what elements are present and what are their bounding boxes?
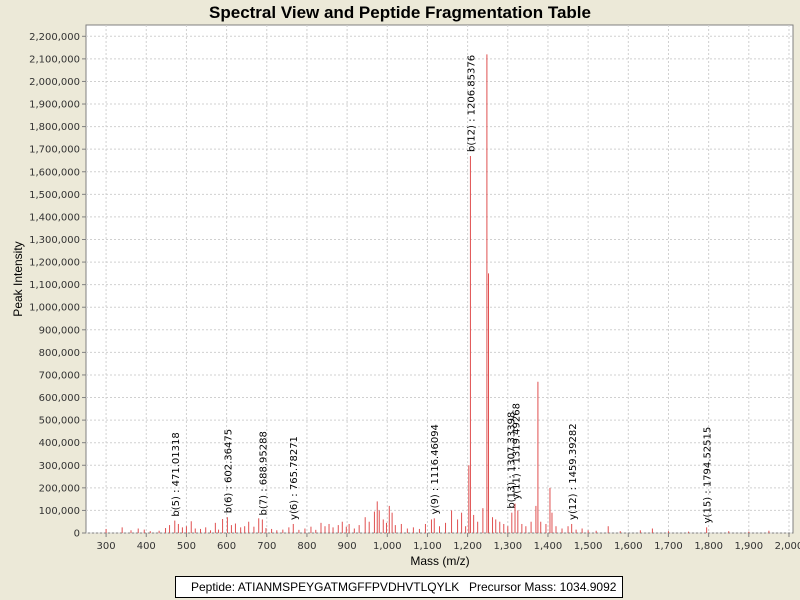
y-tick-label: 500,000 (39, 416, 80, 427)
y-tick-label: 1,200,000 (29, 258, 80, 269)
precursor-mass-label: Precursor Mass: 1034.9092 (469, 580, 617, 594)
peptide-sequence-label: Peptide: ATIANMSPEYGATMGFFPVDHVTLQYLK (191, 580, 460, 594)
x-tick-label: 1,700 (654, 541, 683, 552)
x-axis-label: Mass (m/z) (410, 554, 469, 568)
x-tick-label: 300 (97, 541, 116, 552)
y-tick-label: 2,200,000 (29, 32, 80, 43)
x-tick-label: 700 (257, 541, 276, 552)
x-tick-label: 1,100 (413, 541, 442, 552)
x-tick-label: 1,000 (373, 541, 402, 552)
fragment-annotations: b(5) : 471.01318 b(6) : 602.36475 b(7) : 6… (171, 55, 714, 523)
y-tick-label: 100,000 (39, 506, 80, 517)
fragment-annotation-label: b(5) : 471.01318 (171, 432, 182, 516)
y-tick-label: 700,000 (39, 370, 80, 381)
fragment-annotation-label: b(12) : 1206.85376 (466, 55, 477, 152)
x-tick-label: 400 (137, 541, 156, 552)
fragment-annotation-label: y(15) : 1794.52515 (702, 427, 713, 524)
y-tick-label: 800,000 (39, 348, 80, 359)
y-tick-label: 1,400,000 (29, 212, 80, 223)
x-tick-label: 1,800 (694, 541, 723, 552)
y-tick-label: 200,000 (39, 483, 80, 494)
grid-lines (86, 25, 793, 534)
axes: 300 400 500 600 700 800 900 1,000 1,100 1,200 1,30… (29, 32, 800, 552)
x-tick-label: 500 (177, 541, 196, 552)
fragment-annotation-label: y(6) : 765.78271 (289, 436, 300, 520)
fragment-annotation-label: y(11) : 1319.49268 (512, 403, 523, 500)
fragment-annotation-label: b(6) : 602.36475 (224, 429, 235, 513)
x-tick-label: 1,300 (493, 541, 522, 552)
y-tick-label: 1,500,000 (29, 190, 80, 201)
x-tick-label: 2,000 (775, 541, 800, 552)
y-tick-label: 900,000 (39, 325, 80, 336)
x-tick-label: 1,200 (453, 541, 482, 552)
y-tick-label: 1,000,000 (29, 303, 80, 314)
y-axis-label: Peak Intensity (11, 241, 25, 316)
y-tick-label: 1,600,000 (29, 167, 80, 178)
fragment-annotation-label: b(13) : 1307.33398 (507, 412, 518, 509)
fragment-annotation-label: y(12) : 1459.39282 (568, 423, 579, 520)
chart-title: Spectral View and Peptide Fragmentation … (209, 3, 591, 22)
y-tick-label: 0 (74, 529, 80, 540)
x-tick-label: 1,900 (734, 541, 763, 552)
x-tick-label: 600 (217, 541, 236, 552)
x-tick-label: 1,400 (534, 541, 563, 552)
y-tick-label: 2,000,000 (29, 77, 80, 88)
fragment-annotation-label: y(9) : 1116.46094 (430, 424, 441, 514)
y-tick-label: 600,000 (39, 393, 80, 404)
peptide-info-box: Peptide: ATIANMSPEYGATMGFFPVDHVTLQYLK Pr… (175, 576, 623, 598)
x-tick-label: 900 (338, 541, 357, 552)
y-tick-label: 2,100,000 (29, 54, 80, 65)
y-tick-label: 1,100,000 (29, 280, 80, 291)
y-tick-label: 1,700,000 (29, 145, 80, 156)
plot-area (85, 24, 794, 534)
x-tick-label: 1,500 (574, 541, 603, 552)
x-tick-label: 1,600 (614, 541, 643, 552)
y-tick-label: 300,000 (39, 461, 80, 472)
y-tick-label: 400,000 (39, 438, 80, 449)
x-tick-label: 800 (297, 541, 316, 552)
fragment-annotation-label: b(7) : 688.95288 (258, 431, 269, 515)
spectrum-peaks (105, 54, 770, 533)
y-tick-label: 1,800,000 (29, 122, 80, 133)
y-tick-label: 1,300,000 (29, 235, 80, 246)
y-tick-label: 1,900,000 (29, 100, 80, 111)
